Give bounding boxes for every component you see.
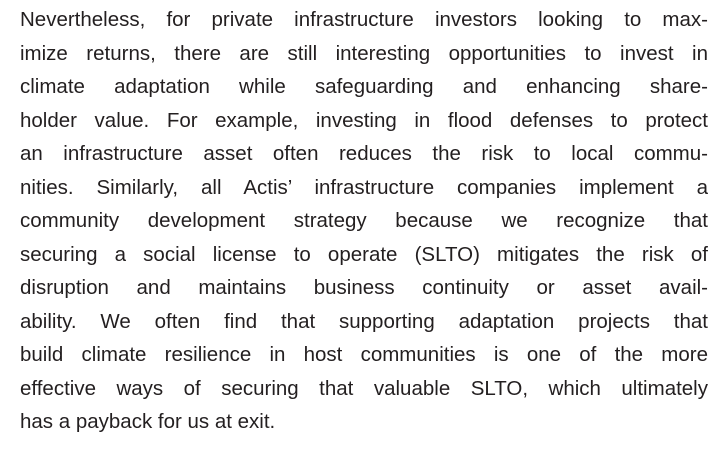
text-line: Nevertheless, for private infrastructure…	[20, 8, 708, 31]
text-line: build climate resilience in host communi…	[20, 343, 708, 366]
text-line: holder value. For example, investing in …	[20, 108, 708, 132]
text-line: ability. We often find that supporting a…	[20, 309, 708, 333]
text-line: disruption and maintains business contin…	[20, 276, 708, 299]
text-line: community development strategy because w…	[20, 209, 708, 232]
text-line: has a payback for us at exit.	[20, 410, 276, 433]
text-line: imize returns, there are still interesti…	[20, 41, 708, 65]
paragraph: Nevertheless, for private infrastructure…	[20, 3, 708, 439]
text-line: climate adaptation while safeguarding an…	[20, 75, 708, 98]
text-line: securing a social license to operate (SL…	[20, 242, 708, 266]
text-line: an infrastructure asset often reduces th…	[20, 142, 708, 165]
text-line: effective ways of securing that valuable…	[20, 376, 708, 400]
text-line: nities. Similarly, all Actis’ infrastruc…	[20, 175, 708, 199]
